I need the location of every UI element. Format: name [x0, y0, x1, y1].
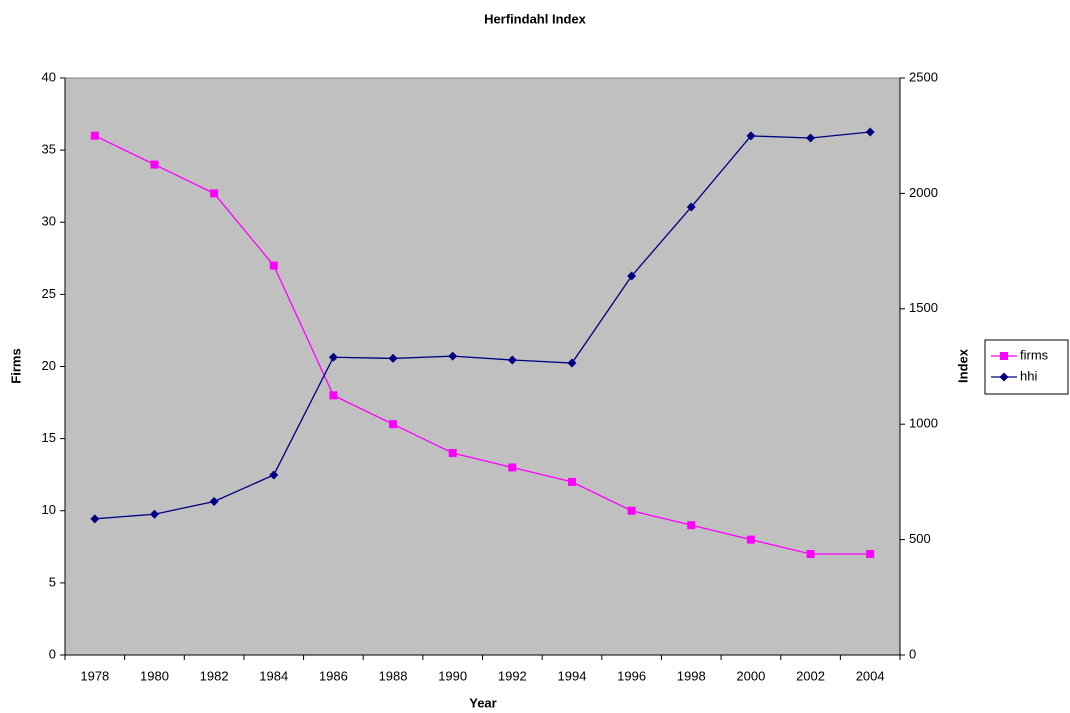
y-tick-label: 35	[42, 142, 56, 157]
y-axis-label: Firms	[8, 348, 23, 383]
x-tick-label: 2004	[856, 668, 885, 683]
x-tick-label: 1992	[498, 668, 527, 683]
point	[269, 470, 279, 480]
point	[329, 391, 338, 400]
y-tick-label: 5	[49, 574, 56, 589]
x-tick-label: 1988	[379, 668, 408, 683]
point	[149, 509, 159, 519]
x-tick-label: 1994	[558, 668, 587, 683]
x-tick-label: 1996	[617, 668, 646, 683]
x-tick-label: 1990	[438, 668, 467, 683]
x-axis-label: Year	[469, 695, 496, 710]
plot-area	[64, 77, 901, 656]
point	[90, 131, 99, 140]
x-tick-label: 1998	[677, 668, 706, 683]
point	[388, 353, 398, 363]
x-tick-label: 2000	[736, 668, 765, 683]
x-tick-label: 1984	[259, 668, 288, 683]
series-line	[94, 131, 871, 520]
point	[209, 497, 219, 507]
point	[687, 521, 696, 530]
y2-tick-label: 1500	[909, 300, 938, 315]
legend-marker	[999, 372, 1009, 382]
x-tick-label: 1978	[80, 668, 109, 683]
legend-label: firms	[1020, 347, 1049, 362]
point	[567, 477, 576, 486]
y-tick-label: 10	[42, 502, 56, 517]
point	[210, 189, 219, 198]
y-tick-label: 0	[49, 646, 56, 661]
point	[90, 514, 100, 524]
point	[746, 131, 756, 141]
legend-box	[984, 339, 1069, 395]
y-tick-label: 20	[42, 358, 56, 373]
point	[567, 358, 577, 368]
point	[627, 506, 636, 515]
x-tick-label: 2002	[796, 668, 825, 683]
y2-tick-label: 1000	[909, 416, 938, 431]
y-tick-label: 25	[42, 286, 56, 301]
y2-axis-label: Index	[955, 348, 970, 383]
point	[328, 352, 338, 362]
chart-title: Herfindahl Index	[484, 11, 587, 26]
legend-marker	[1000, 352, 1008, 360]
point	[448, 449, 457, 458]
y2-tick-label: 2500	[909, 69, 938, 84]
point	[150, 160, 159, 169]
y2-tick-label: 500	[909, 531, 931, 546]
point	[806, 550, 815, 559]
series-line	[94, 135, 871, 555]
point	[866, 550, 875, 559]
point	[269, 261, 278, 270]
y-tick-label: 15	[42, 430, 56, 445]
point	[746, 535, 755, 544]
y2-tick-label: 0	[909, 646, 916, 661]
y2-tick-label: 2000	[909, 185, 938, 200]
y-tick-label: 30	[42, 214, 56, 229]
point	[508, 463, 517, 472]
legend-label: hhi	[1020, 368, 1037, 383]
x-tick-label: 1986	[319, 668, 348, 683]
point	[686, 202, 696, 212]
x-tick-label: 1980	[140, 668, 169, 683]
point	[865, 127, 875, 137]
point	[806, 133, 816, 143]
point	[507, 355, 517, 365]
point	[389, 420, 398, 429]
y-tick-label: 40	[42, 69, 56, 84]
point	[627, 271, 637, 281]
x-tick-label: 1982	[200, 668, 229, 683]
point	[448, 351, 458, 361]
